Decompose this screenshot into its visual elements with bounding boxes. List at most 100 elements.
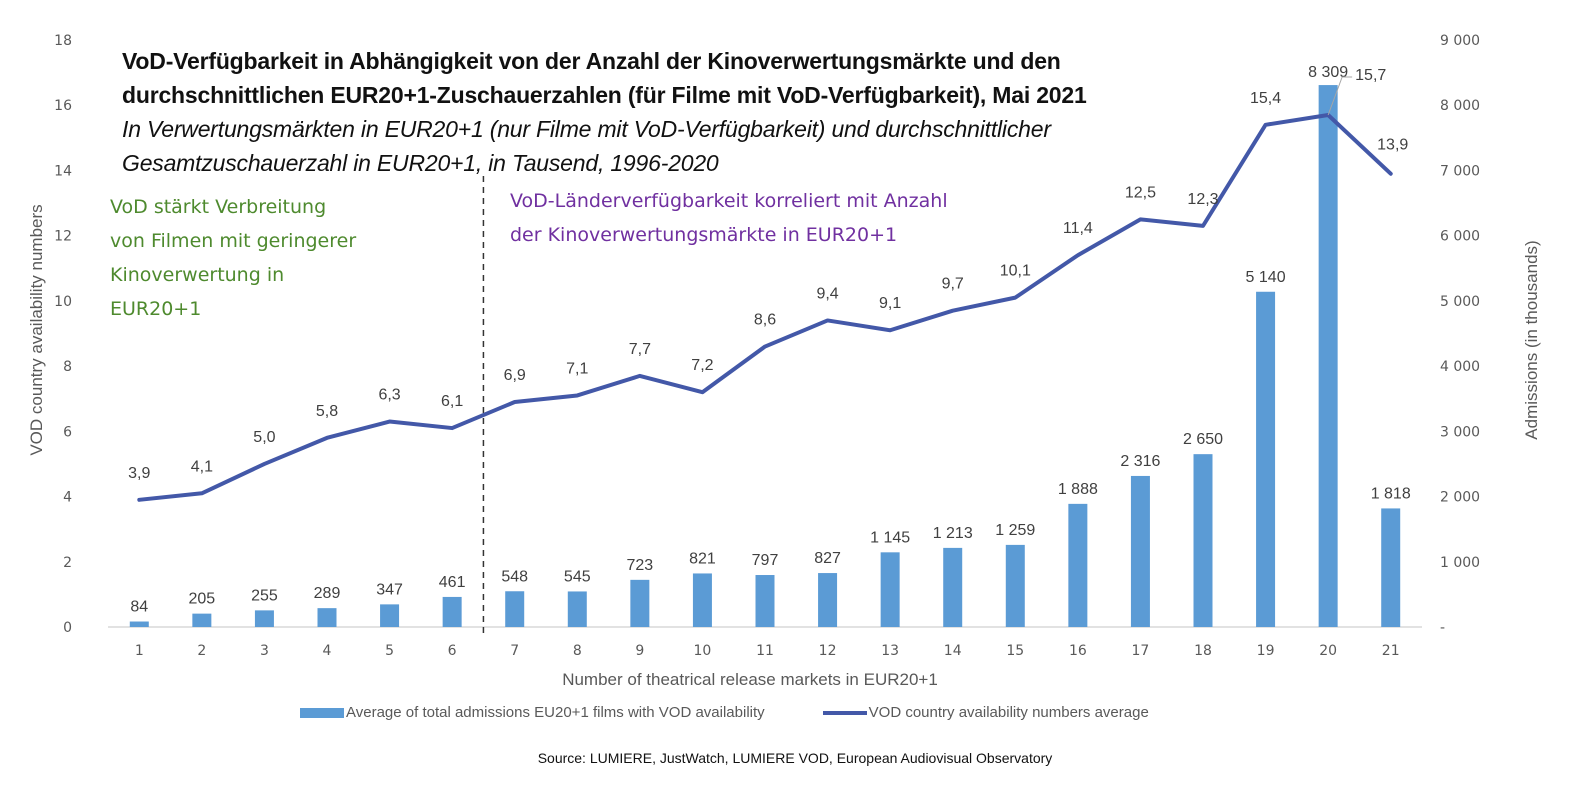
left-axis-title: VOD country availability numbers — [27, 204, 46, 455]
line-data-label: 9,7 — [942, 276, 964, 293]
x-axis-tick-label: 8 — [573, 643, 582, 659]
x-axis-tick-label: 16 — [1069, 643, 1087, 659]
bar-data-label: 8 309 — [1308, 64, 1348, 81]
bar-data-label: 5 140 — [1246, 269, 1286, 286]
right-axis-tick-label: 3 000 — [1440, 424, 1480, 440]
line-data-label: 7,1 — [566, 360, 588, 377]
x-axis-tick-label: 9 — [635, 643, 644, 659]
legend-line-label: VOD country availability numbers average — [868, 704, 1149, 721]
line-data-label: 11,4 — [1063, 220, 1093, 237]
chart-title-line-1: VoD-Verfügbarkeit in Abhängigkeit von de… — [122, 48, 1061, 74]
chart-header: VoD-Verfügbarkeit in Abhängigkeit von de… — [122, 44, 1242, 180]
x-axis-tick-label: 20 — [1319, 643, 1337, 659]
line-data-label: 7,2 — [691, 357, 713, 374]
bar — [192, 613, 212, 627]
bar — [1256, 291, 1276, 627]
legend-bar-label: Average of total admissions EU20+1 films… — [346, 704, 765, 721]
bar — [1381, 508, 1401, 627]
bar — [1318, 85, 1338, 628]
bar-data-label: 1 818 — [1371, 485, 1411, 502]
bar-data-label: 1 259 — [995, 522, 1035, 539]
x-axis-tick-label: 1 — [135, 643, 144, 659]
left-axis-tick-label: 8 — [63, 359, 72, 375]
bar — [254, 610, 274, 627]
x-axis-tick-label: 3 — [260, 643, 269, 659]
bar — [1005, 544, 1025, 627]
line-data-label: 15,7 — [1355, 67, 1386, 84]
x-axis-tick-label: 13 — [881, 643, 899, 659]
bar — [129, 621, 149, 627]
left-axis-tick-label: 10 — [54, 294, 72, 310]
bar — [880, 552, 900, 627]
bar — [755, 575, 775, 627]
left-axis-tick-label: 0 — [63, 620, 72, 636]
leader-line-15-7 — [1327, 76, 1343, 116]
x-axis-tick-label: 15 — [1006, 643, 1024, 659]
line-data-label: 10,1 — [1000, 263, 1031, 280]
bar — [505, 591, 525, 627]
left-axis-tick-label: 14 — [54, 163, 72, 179]
right-axis-tick-label: 9 000 — [1440, 33, 1480, 49]
line-data-label: 6,1 — [441, 393, 463, 410]
x-axis-tick-label: 21 — [1382, 643, 1400, 659]
x-axis-tick-label: 18 — [1194, 643, 1212, 659]
left-axis-tick-label: 16 — [54, 98, 72, 114]
x-axis-tick-label: 6 — [448, 643, 457, 659]
right-axis-tick-label: 4 000 — [1440, 359, 1480, 375]
bar-data-label: 827 — [814, 550, 841, 567]
bar — [1193, 454, 1213, 627]
left-axis-tick-label: 2 — [63, 555, 72, 571]
legend-bar-swatch-icon — [300, 707, 344, 718]
left-axis-tick-label: 4 — [63, 490, 72, 506]
right-axis-title: Admissions (in thousands) — [1522, 240, 1541, 439]
right-axis-tick-label: 1 000 — [1440, 555, 1480, 571]
line-data-label: 3,9 — [128, 465, 150, 482]
x-axis-title: Number of theatrical release markets in … — [562, 670, 938, 689]
chart-title-line-2: durchschnittlichen EUR20+1-Zuschauerzahl… — [122, 82, 1087, 108]
right-axis-ticks: - 1 000 2 000 3 000 4 000 5 000 6 000 7 000 8 00… — [1440, 33, 1480, 636]
right-axis-tick-label: - — [1440, 620, 1445, 636]
bar-data-label: 548 — [501, 568, 528, 585]
line-data-label: 5,8 — [316, 403, 338, 420]
bar-data-label: 84 — [130, 599, 148, 616]
line-data-label: 6,9 — [504, 367, 526, 384]
annotation-right-purple: VoD-Länderverfügbarkeit korreliert mit A… — [510, 184, 948, 252]
chart-subtitle-line-2: Gesamtzuschauerzahl in EUR20+1, in Tause… — [122, 150, 719, 176]
annotation-left-line-2: von Filmen mit geringerer — [110, 230, 357, 252]
bar-series — [129, 85, 1401, 628]
x-axis-tick-label: 19 — [1257, 643, 1275, 659]
chart-subtitle-line-1: In Verwertungsmärkten in EUR20+1 (nur Fi… — [122, 116, 1051, 142]
legend-line-swatch-icon — [822, 710, 867, 715]
x-axis-tick-label: 10 — [694, 643, 712, 659]
legend-item-line: VOD country availability numbers average — [822, 704, 1149, 721]
x-axis-tick-label: 2 — [197, 643, 206, 659]
bar-data-label: 821 — [689, 550, 716, 567]
legend: Average of total admissions EU20+1 films… — [300, 704, 1207, 721]
right-axis-tick-label: 7 000 — [1440, 163, 1480, 179]
bar-data-label: 255 — [251, 587, 278, 604]
line-data-label: 6,3 — [378, 387, 400, 404]
bar — [630, 579, 650, 627]
x-axis-tick-label: 12 — [819, 643, 837, 659]
bar — [442, 596, 462, 627]
bar-data-label: 1 145 — [870, 529, 910, 546]
line-data-label: 12,5 — [1125, 184, 1156, 201]
left-axis-tick-label: 12 — [54, 229, 72, 245]
bar-data-label: 797 — [752, 552, 779, 569]
annotation-left-line-3: Kinoverwertung in — [110, 264, 285, 286]
left-axis-tick-label: 6 — [63, 424, 72, 440]
right-axis-tick-label: 2 000 — [1440, 490, 1480, 506]
x-axis-tick-label: 5 — [385, 643, 394, 659]
source-note: Source: LUMIERE, JustWatch, LUMIERE VOD,… — [537, 750, 1053, 766]
bar — [943, 547, 963, 627]
left-axis-ticks: 0 2 4 6 8 10 12 14 16 18 — [54, 33, 72, 636]
bar — [818, 573, 838, 627]
bar — [692, 573, 712, 627]
bar-data-label: 347 — [376, 581, 403, 598]
bar — [380, 604, 400, 627]
x-axis-ticks: 1 2 3 4 5 6 7 8 9 10 11 12 13 14 15 16 17 18 19 20 21 — [135, 643, 1400, 659]
line-data-label: 4,1 — [191, 458, 213, 475]
line-data-label: 15,4 — [1250, 90, 1281, 107]
bar-data-label: 2 316 — [1120, 453, 1160, 470]
bar-data-label: 289 — [314, 585, 341, 602]
